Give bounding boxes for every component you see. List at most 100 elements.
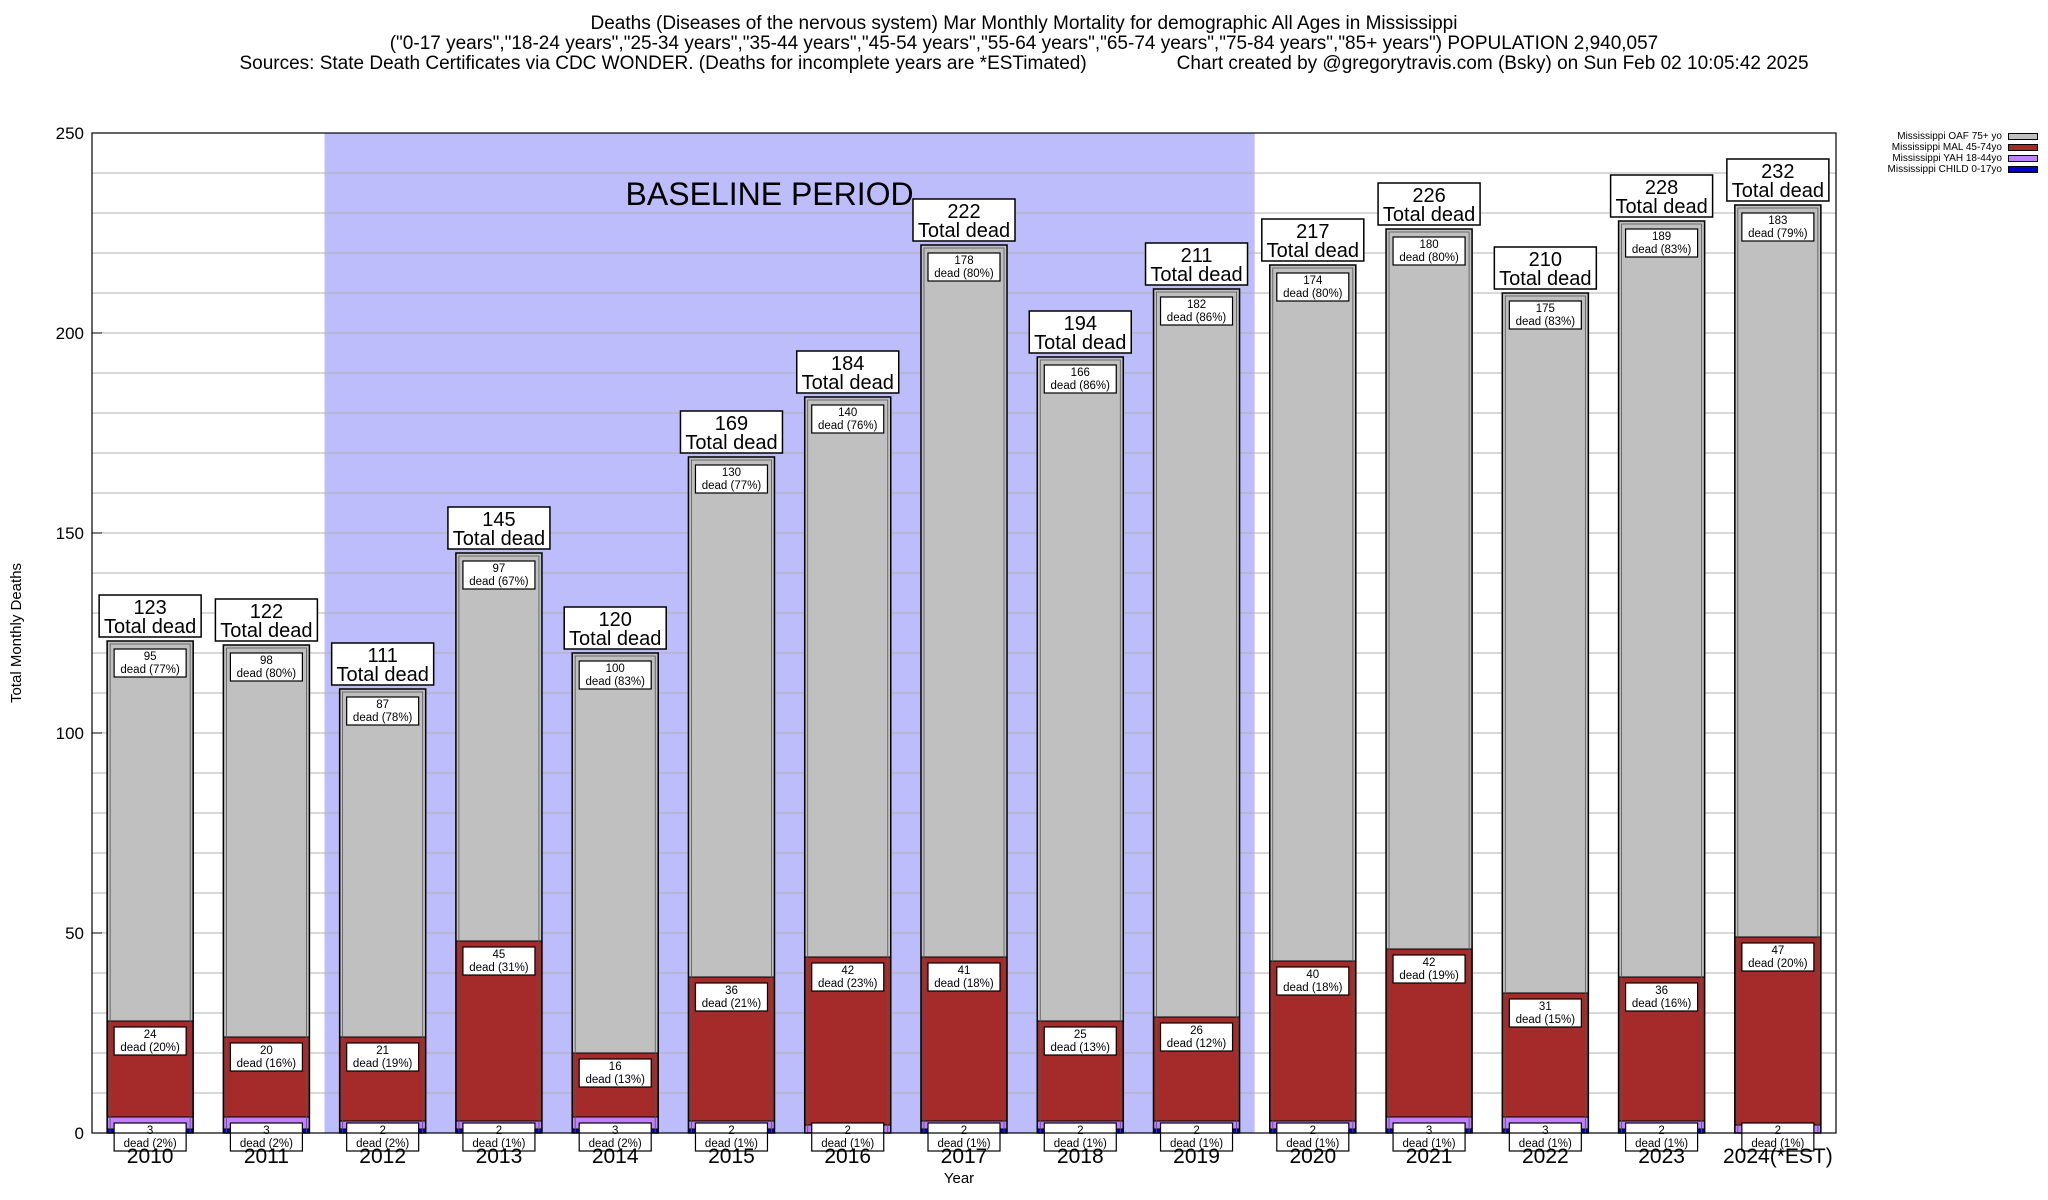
yah-label-box: [1159, 1122, 1234, 1152]
x-tick-label: 2011: [244, 1145, 289, 1168]
chart-sources: Sources: State Death Certificates via CD…: [239, 53, 1087, 74]
total-label-value: 145: [482, 509, 515, 531]
total-label-value: 210: [1529, 249, 1562, 271]
mal-label-box: [462, 946, 536, 976]
total-label-value: 122: [250, 601, 283, 623]
mal-label-box: [1043, 1026, 1117, 1056]
total-label-value: 111: [367, 645, 397, 667]
legend-label: Mississippi YAH 18-44yo: [1892, 153, 2002, 164]
total-label-text: Total dead: [1732, 180, 1824, 202]
yah-label-percent: dead (1%): [937, 1138, 990, 1150]
bar-segment: [339, 688, 427, 1038]
oaf-label-value: 189: [1652, 231, 1671, 243]
yah-label-box: [578, 1122, 652, 1152]
oaf-label-percent: dead (86%): [1051, 380, 1111, 392]
yah-label-box: [1392, 1122, 1466, 1152]
mal-label-value: 40: [1306, 969, 1319, 981]
oaf-label-box: [1741, 212, 1815, 242]
x-tick-label: 2014: [592, 1145, 639, 1168]
mal-label-box: [927, 962, 1001, 992]
yah-label-value: 3: [612, 1125, 618, 1137]
oaf-label-percent: dead (86%): [1167, 312, 1227, 324]
oaf-label-value: 183: [1768, 215, 1787, 227]
total-label-value: 226: [1412, 185, 1445, 207]
legend-swatch: [2008, 133, 2038, 140]
oaf-label-box: [1276, 272, 1350, 302]
legend-swatch: [2008, 166, 2038, 173]
total-label-box: [679, 410, 784, 454]
oaf-label-percent: dead (83%): [1516, 316, 1576, 328]
yah-label-percent: dead (1%): [1286, 1138, 1339, 1150]
bar-segment: [571, 652, 659, 1054]
total-label-text: Total dead: [104, 616, 196, 638]
yah-label-value: 3: [263, 1125, 269, 1137]
mal-label-box: [1624, 982, 1699, 1012]
y-tick-label: 100: [56, 724, 84, 743]
oaf-label-value: 166: [1071, 367, 1090, 379]
yah-label-percent: dead (2%): [356, 1138, 409, 1150]
total-label-box: [1609, 174, 1714, 218]
total-label-box: [98, 594, 202, 638]
x-tick-label: 2023: [1638, 1145, 1685, 1168]
mal-label-percent: dead (15%): [1516, 1014, 1576, 1026]
total-label-box: [1144, 242, 1249, 286]
yah-label-percent: dead (1%): [1635, 1138, 1688, 1150]
bar-segment: [920, 244, 1008, 958]
yah-label-value: 3: [1542, 1125, 1548, 1137]
yah-label-value: 2: [728, 1125, 734, 1137]
bar-segment: [687, 456, 775, 978]
oaf-label-value: 87: [376, 699, 389, 711]
oaf-label-box: [462, 560, 536, 590]
mal-label-box: [578, 1058, 652, 1088]
yah-label-value: 3: [1426, 1125, 1432, 1137]
mal-label-value: 26: [1190, 1025, 1203, 1037]
yah-label-percent: dead (2%): [589, 1138, 642, 1150]
legend-label: Mississippi MAL 45-74yo: [1891, 142, 2002, 153]
bar-segment: [106, 640, 194, 1022]
yah-label-percent: dead (1%): [1751, 1138, 1804, 1150]
x-tick-label: 2019: [1173, 1145, 1220, 1168]
yah-label-percent: dead (1%): [1519, 1138, 1572, 1150]
chart-title: Deaths (Diseases of the nervous system) …: [590, 13, 1458, 34]
oaf-label-percent: dead (83%): [1632, 244, 1692, 256]
legend-swatch: [2008, 155, 2038, 162]
total-label-value: 232: [1761, 161, 1794, 183]
mal-label-percent: dead (20%): [120, 1042, 180, 1054]
total-label-text: Total dead: [802, 372, 894, 394]
total-label-text: Total dead: [685, 432, 777, 454]
y-tick-label: 250: [56, 124, 84, 143]
oaf-label-box: [1624, 228, 1699, 258]
oaf-label-value: 100: [606, 663, 625, 675]
legend-item: Mississippi YAH 18-44yo: [1888, 153, 2038, 164]
oaf-label-value: 140: [838, 407, 857, 419]
mal-label-box: [694, 982, 769, 1012]
mal-label-value: 45: [493, 949, 506, 961]
total-label-text: Total dead: [220, 620, 312, 642]
mal-label-value: 36: [725, 985, 738, 997]
oaf-label-box: [229, 652, 303, 682]
total-label-box: [1028, 310, 1133, 354]
mal-label-percent: dead (21%): [702, 998, 762, 1010]
yah-label-value: 2: [1658, 1125, 1664, 1137]
yah-label-value: 2: [379, 1125, 385, 1137]
total-label-text: Total dead: [918, 220, 1010, 242]
yah-label-percent: dead (1%): [821, 1138, 874, 1150]
oaf-label-value: 182: [1187, 299, 1206, 311]
oaf-label-value: 180: [1419, 239, 1438, 251]
bar-segment: [1385, 228, 1473, 950]
total-label-text: Total dead: [1499, 268, 1591, 290]
mal-label-value: 24: [144, 1029, 157, 1041]
legend-item: Mississippi MAL 45-74yo: [1888, 142, 2038, 153]
yah-label-box: [1043, 1122, 1117, 1152]
bar-segment: [804, 396, 892, 958]
oaf-label-value: 97: [493, 563, 506, 575]
legend-item: Mississippi CHILD 0-17yo: [1888, 164, 2038, 175]
yah-label-box: [346, 1122, 420, 1152]
oaf-label-percent: dead (76%): [818, 420, 878, 432]
mal-label-value: 25: [1074, 1029, 1087, 1041]
mal-label-percent: dead (18%): [1283, 982, 1343, 994]
total-label-value: 222: [947, 201, 980, 223]
oaf-label-percent: dead (79%): [1748, 228, 1808, 240]
mal-label-box: [229, 1042, 303, 1072]
